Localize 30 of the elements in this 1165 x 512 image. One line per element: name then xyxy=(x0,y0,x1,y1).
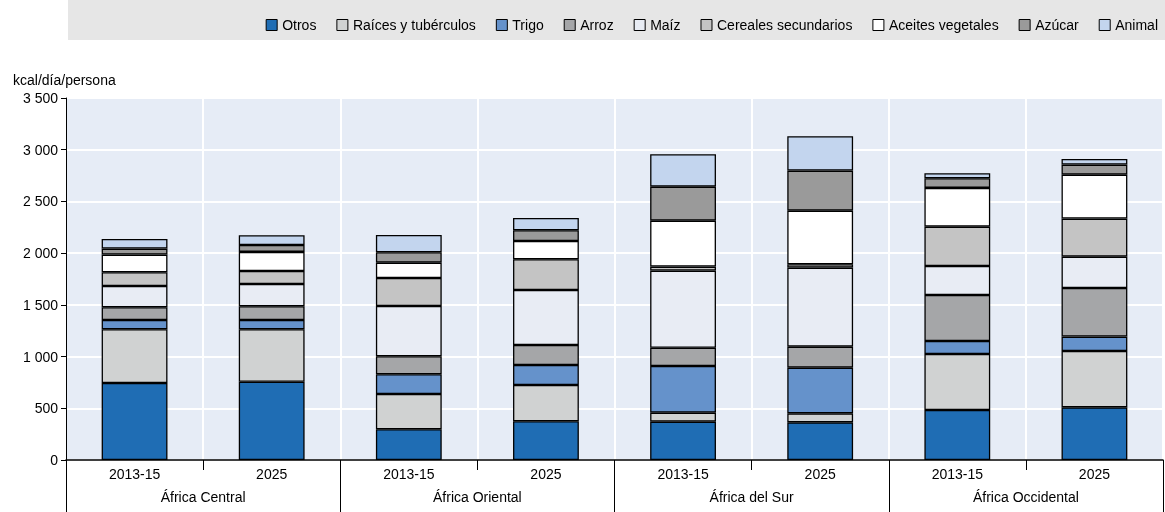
x-tick-label: 2025 xyxy=(804,466,836,482)
legend-label: Otros xyxy=(282,17,317,33)
text: África del Sur xyxy=(709,489,794,505)
x-tick-label: 2013-15 xyxy=(657,466,709,482)
y-tick-label: 500 xyxy=(34,400,59,417)
x-tick-label: 2025 xyxy=(256,466,288,482)
x-tick-label: 2013-15 xyxy=(931,466,984,482)
y-tick-label: 2 000 xyxy=(22,245,59,262)
y-tick-label: 3 000 xyxy=(22,141,59,158)
x-tick-label: 2013-15 xyxy=(108,466,161,482)
legend-label: Azúcar xyxy=(1035,17,1080,33)
legend-label: Maíz xyxy=(650,17,681,33)
y-tick-label: 1 500 xyxy=(22,296,59,313)
y-tick-label: 1 000 xyxy=(22,348,59,365)
legend-label: Raíces y tubérculos xyxy=(352,17,476,33)
y-tick-label: 3 500 xyxy=(22,90,59,106)
legend-label: Animal xyxy=(1115,17,1158,33)
text: África Occidental xyxy=(972,489,1079,505)
legend-label: Aceites vegetales xyxy=(888,17,999,33)
legend-label: Trigo xyxy=(512,17,544,33)
y-axis-title: kcal/día/persona xyxy=(13,72,116,88)
x-tick-label: 2025 xyxy=(1078,466,1111,482)
legend-label: Arroz xyxy=(580,17,614,33)
x-tick-label: 2025 xyxy=(530,466,562,482)
legend-label: Cereales secundarios xyxy=(717,17,853,33)
y-tick-label: 0 xyxy=(50,452,59,468)
y-tick-label: 2 500 xyxy=(22,193,59,210)
text: África Oriental xyxy=(433,489,522,505)
text: África Central xyxy=(160,489,246,505)
x-tick-label: 2013-15 xyxy=(383,466,435,482)
